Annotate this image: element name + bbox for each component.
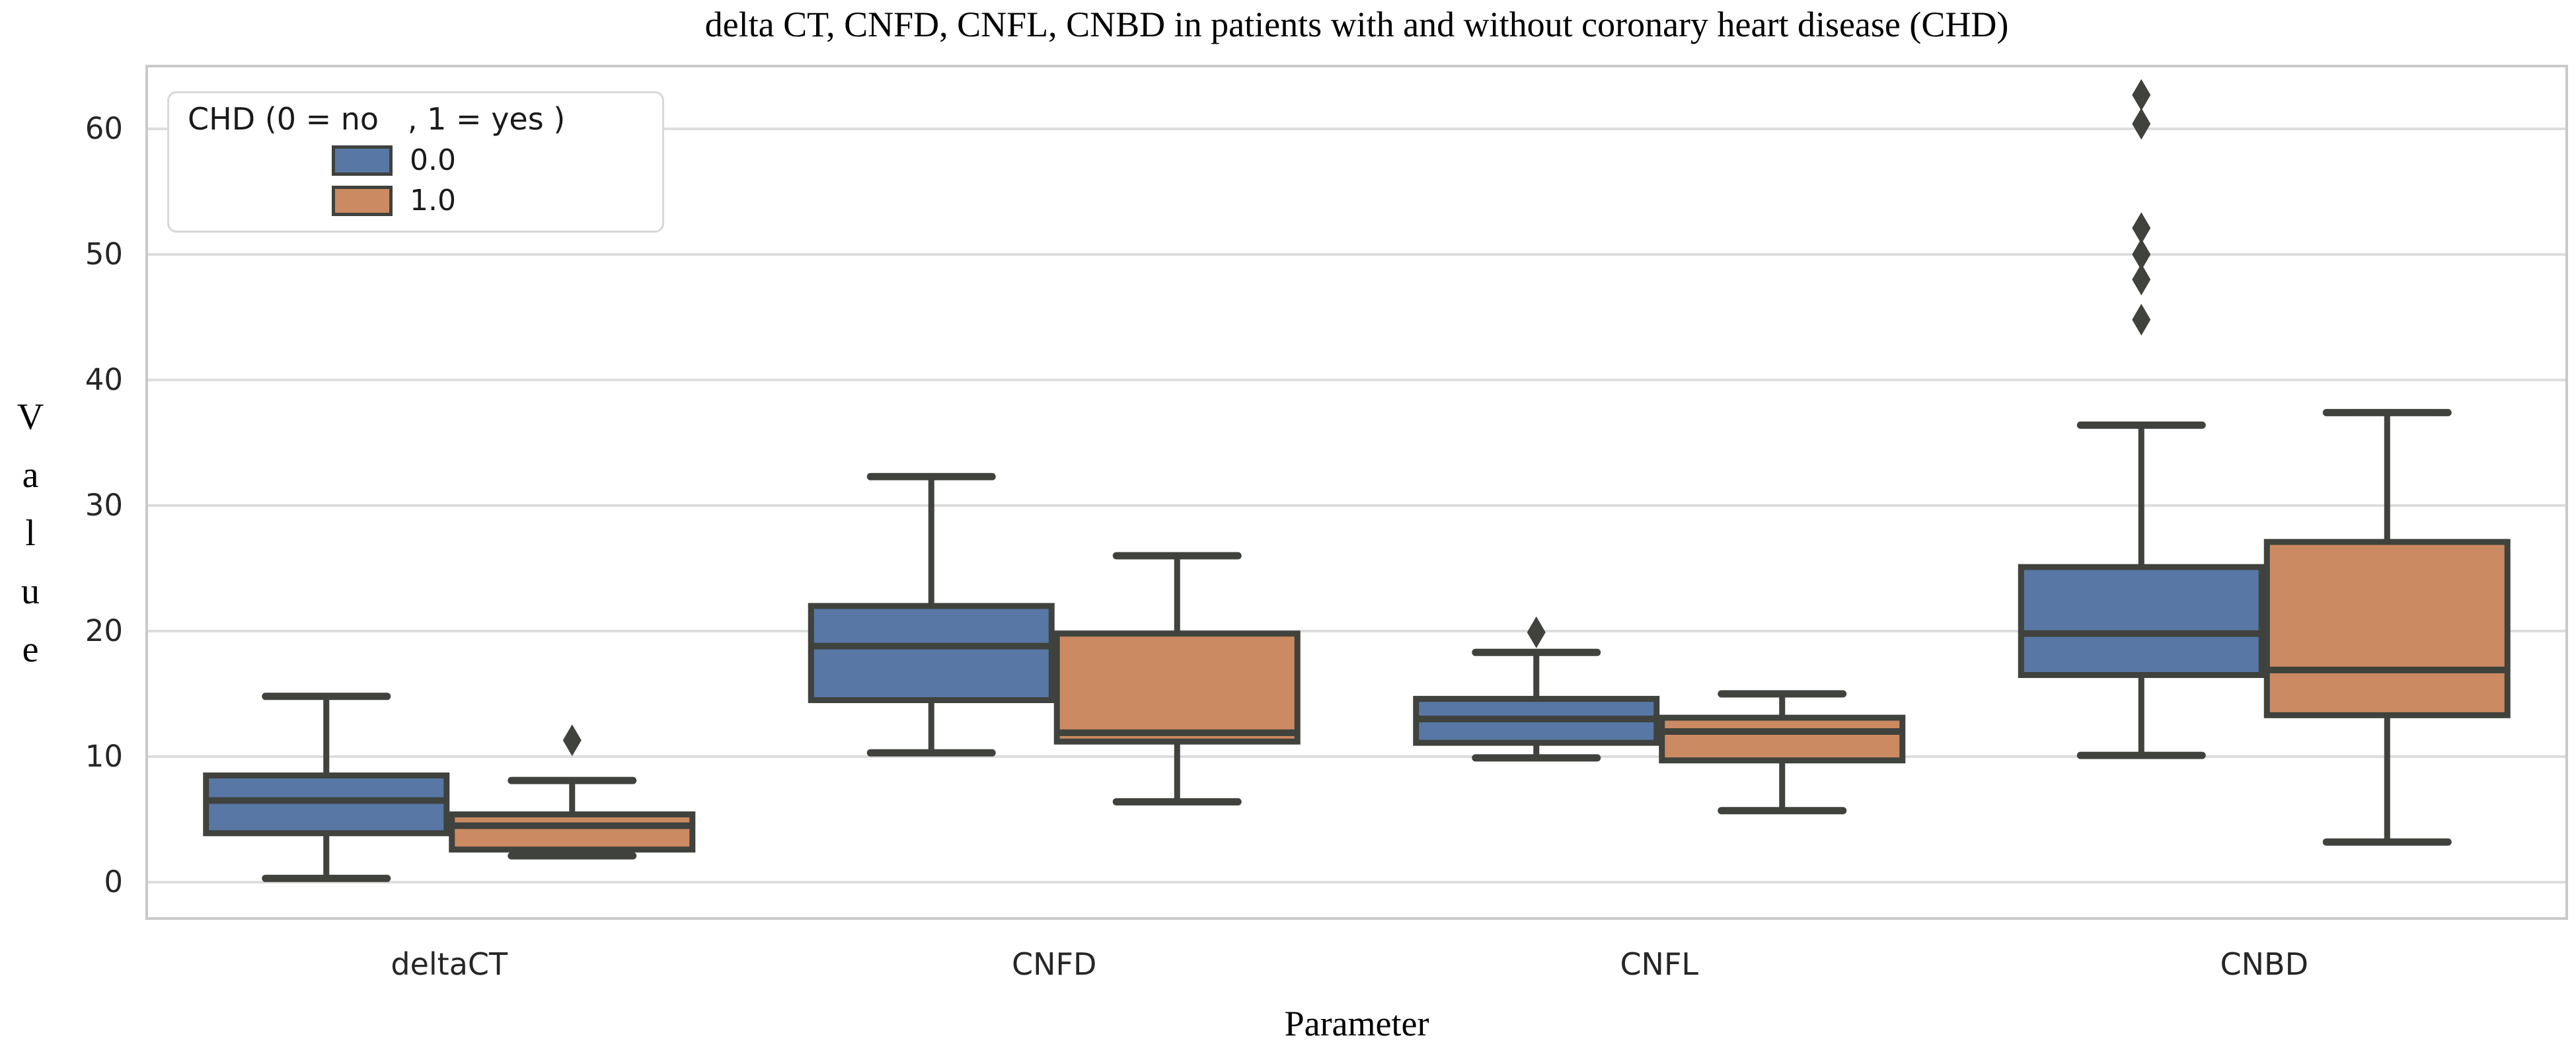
legend-swatch-chd1 xyxy=(332,185,393,216)
ytick-label-40: 40 xyxy=(85,362,123,397)
ytick-label-10: 10 xyxy=(85,739,123,774)
legend-item-chd1: 1.0 xyxy=(332,184,662,217)
legend-title: CHD (0 = no , 1 = yes ) xyxy=(188,101,566,137)
x-axis-label: Parameter xyxy=(1284,1004,1429,1043)
ytick-label-50: 50 xyxy=(85,237,123,272)
outlier-CNBD-chd0-0 xyxy=(2132,303,2151,336)
xtick-label-CNFL: CNFL xyxy=(1620,946,1699,982)
legend-item-chd0: 0.0 xyxy=(332,143,662,177)
chart-title: delta CT, CNFD, CNFL, CNBD in patients w… xyxy=(704,5,2009,44)
ytick-label-60: 60 xyxy=(85,111,123,146)
ytick-label-0: 0 xyxy=(104,864,123,899)
outlier-CNFL-chd0-0 xyxy=(1527,616,1546,648)
y-axis-label: Value xyxy=(10,396,51,687)
box-deltaCT-chd1 xyxy=(449,811,696,853)
outlier-CNBD-chd0-1 xyxy=(2132,264,2151,295)
outlier-CNBD-chd0-5 xyxy=(2132,79,2151,111)
box-CNBD-chd1 xyxy=(2263,539,2511,718)
box-CNFD-chd1 xyxy=(1053,630,1301,745)
legend: CHD (0 = no , 1 = yes ) 0.0 1.0 xyxy=(167,91,664,233)
box-CNBD-chd0 xyxy=(2018,564,2265,678)
xtick-label-deltaCT: deltaCT xyxy=(391,946,508,982)
ytick-label-30: 30 xyxy=(85,488,123,523)
outlier-CNBD-chd0-4 xyxy=(2132,108,2151,140)
box-CNFL-chd1 xyxy=(1659,714,1906,764)
axes-frame xyxy=(145,65,2568,920)
outlier-CNBD-chd0-2 xyxy=(2132,239,2151,270)
box-CNFD-chd0 xyxy=(808,603,1055,703)
ytick-label-20: 20 xyxy=(85,613,123,648)
xtick-label-CNFD: CNFD xyxy=(1012,946,1097,982)
legend-label-chd0: 0.0 xyxy=(410,143,456,177)
xtick-label-CNBD: CNBD xyxy=(2220,946,2308,982)
outlier-CNBD-chd0-3 xyxy=(2132,212,2151,245)
legend-label-chd1: 1.0 xyxy=(410,184,456,217)
legend-swatch-chd0 xyxy=(332,145,393,176)
box-deltaCT-chd0 xyxy=(203,772,450,837)
outlier-deltaCT-chd1-0 xyxy=(562,724,582,757)
